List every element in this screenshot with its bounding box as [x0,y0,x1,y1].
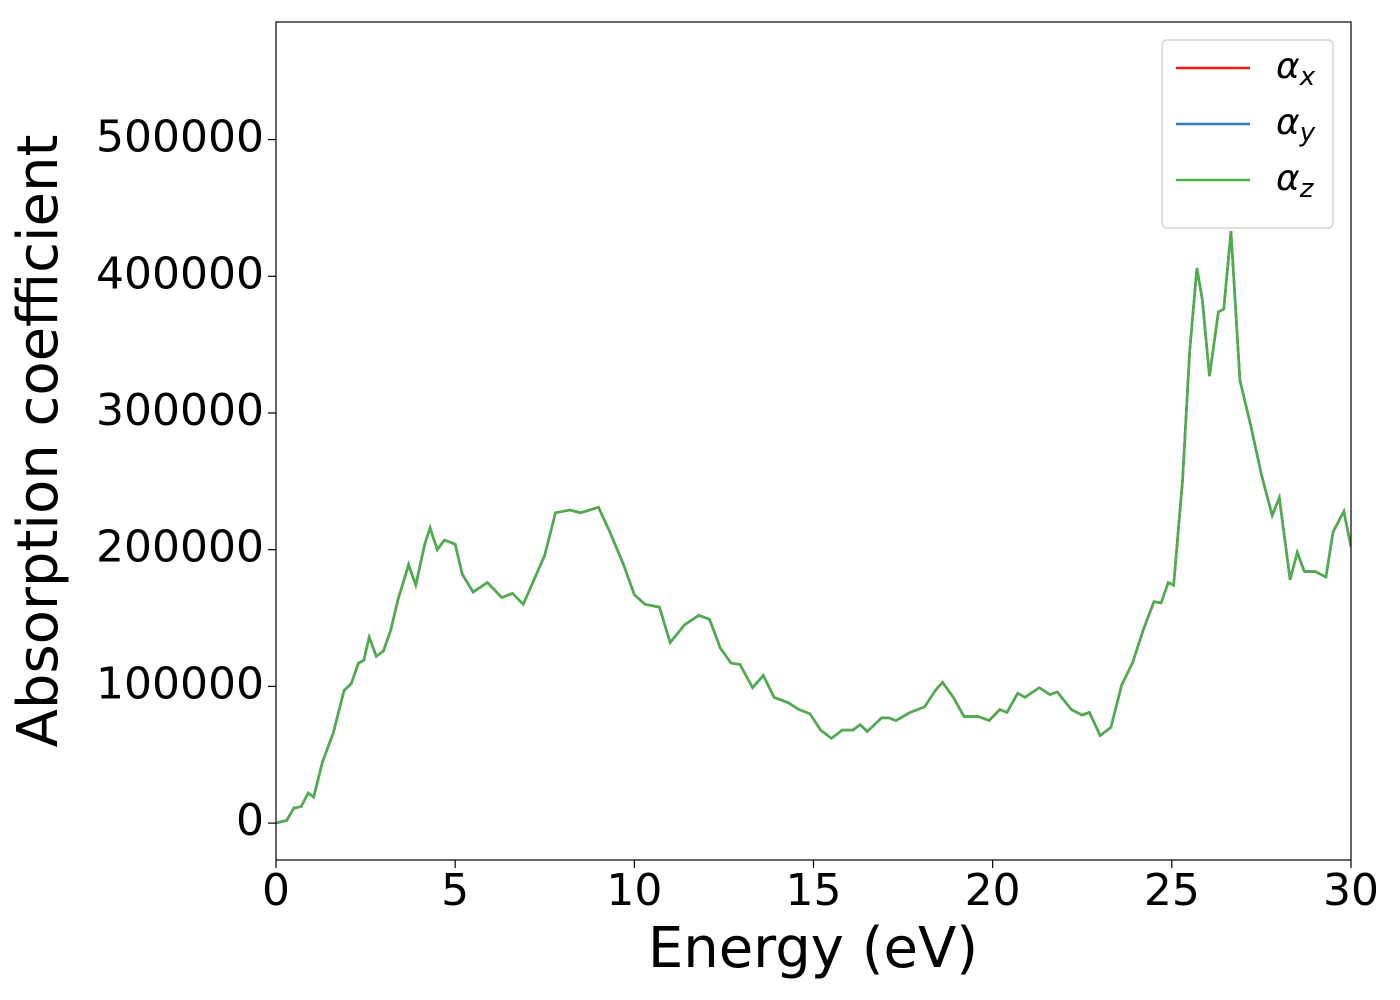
x-tick-label: 30 [1323,865,1379,916]
line [276,231,1351,825]
x-tick-label: 20 [965,865,1021,916]
y-tick-label: 200000 [96,522,264,573]
line [276,231,1351,825]
legend-label: αx [1276,46,1316,92]
x-axis-label: Energy (eV) [648,916,978,981]
legend-label: αz [1276,158,1315,204]
y-tick-label: 300000 [96,385,264,436]
legend-label: αy [1276,102,1316,148]
x-tick-label: 5 [441,865,469,916]
y-tick-label: 100000 [96,658,264,709]
x-tick-label: 10 [606,865,662,916]
plot-frame [275,21,1352,861]
x-tick-label: 15 [786,865,842,916]
line [276,231,1351,825]
x-tick-label: 0 [262,865,290,916]
y-axis-label: Absorption coefficient [6,135,71,748]
x-tick-label: 25 [1144,865,1200,916]
y-tick-label: 500000 [96,112,264,163]
y-tick-label: 400000 [96,248,264,299]
y-tick-label: 0 [236,795,264,846]
